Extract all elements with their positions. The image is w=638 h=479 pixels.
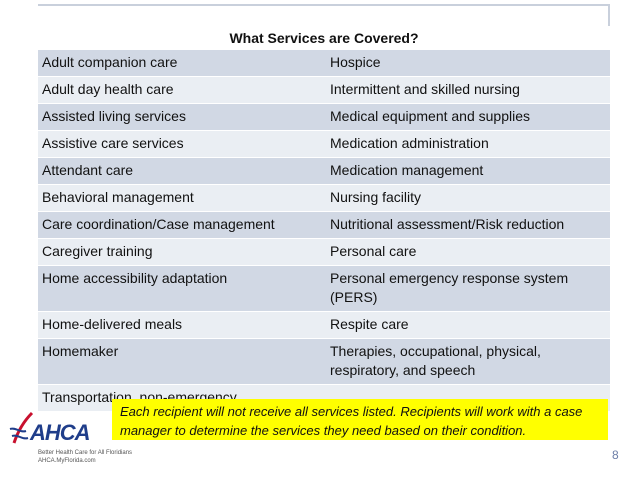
table-row: Home accessibility adaptation Personal em… bbox=[38, 265, 610, 312]
table-row: Attendant care Medication management bbox=[38, 157, 610, 185]
table-row: Adult companion care Hospice bbox=[38, 49, 610, 77]
logo-wordmark: AHCA bbox=[30, 420, 91, 445]
table-header: What Services are Covered? bbox=[38, 26, 610, 50]
top-divider bbox=[38, 4, 610, 6]
right-accent-bar bbox=[608, 4, 610, 26]
table-body: Adult companion care Hospice Adult day hea… bbox=[38, 49, 610, 411]
note-callout: Each recipient will not receive all serv… bbox=[112, 399, 608, 440]
services-table: What Services are Covered? Adult compani… bbox=[38, 26, 610, 411]
service-cell-left: Attendant care bbox=[38, 157, 328, 185]
table-row: Assistive care services Medication admini… bbox=[38, 130, 610, 158]
service-cell-right: Hospice bbox=[328, 49, 610, 77]
table-row: Behavioral management Nursing facility bbox=[38, 184, 610, 212]
service-cell-right: Medication management bbox=[328, 157, 610, 185]
service-cell-left: Caregiver training bbox=[38, 238, 328, 266]
service-cell-left: Assisted living services bbox=[38, 103, 328, 131]
logo-tagline: Better Health Care for All Floridians bbox=[38, 450, 133, 456]
ahca-logo: AHCA Better Health Care for All Floridia… bbox=[8, 405, 132, 471]
service-cell-left: Care coordination/Case management bbox=[38, 211, 328, 239]
table-row: Assisted living services Medical equipmen… bbox=[38, 103, 610, 131]
service-cell-left: Homemaker bbox=[38, 338, 328, 385]
service-cell-left: Home-delivered meals bbox=[38, 311, 328, 339]
service-cell-right: Therapies, occupational, physical, respi… bbox=[328, 338, 610, 385]
service-cell-right: Nursing facility bbox=[328, 184, 610, 212]
service-cell-right: Respite care bbox=[328, 311, 610, 339]
logo-url: AHCA.MyFlorida.com bbox=[38, 458, 96, 464]
table-row: Home-delivered meals Respite care bbox=[38, 311, 610, 339]
table-row: Adult day health care Intermittent and sk… bbox=[38, 76, 610, 104]
service-cell-right: Medication administration bbox=[328, 130, 610, 158]
service-cell-left: Behavioral management bbox=[38, 184, 328, 212]
service-cell-right: Intermittent and skilled nursing bbox=[328, 76, 610, 104]
page-number: 8 bbox=[612, 448, 619, 462]
service-cell-left: Assistive care services bbox=[38, 130, 328, 158]
table-row: Homemaker Therapies, occupational, physic… bbox=[38, 338, 610, 385]
caduceus-icon bbox=[9, 411, 34, 444]
table-row: Care coordination/Case management Nutriti… bbox=[38, 211, 610, 239]
service-cell-left: Adult companion care bbox=[38, 49, 328, 77]
service-cell-left: Adult day health care bbox=[38, 76, 328, 104]
service-cell-right: Medical equipment and supplies bbox=[328, 103, 610, 131]
service-cell-right: Personal emergency response system (PERS… bbox=[328, 265, 610, 312]
service-cell-right: Nutritional assessment/Risk reduction bbox=[328, 211, 610, 239]
service-cell-right: Personal care bbox=[328, 238, 610, 266]
service-cell-left: Home accessibility adaptation bbox=[38, 265, 328, 312]
table-row: Caregiver training Personal care bbox=[38, 238, 610, 266]
